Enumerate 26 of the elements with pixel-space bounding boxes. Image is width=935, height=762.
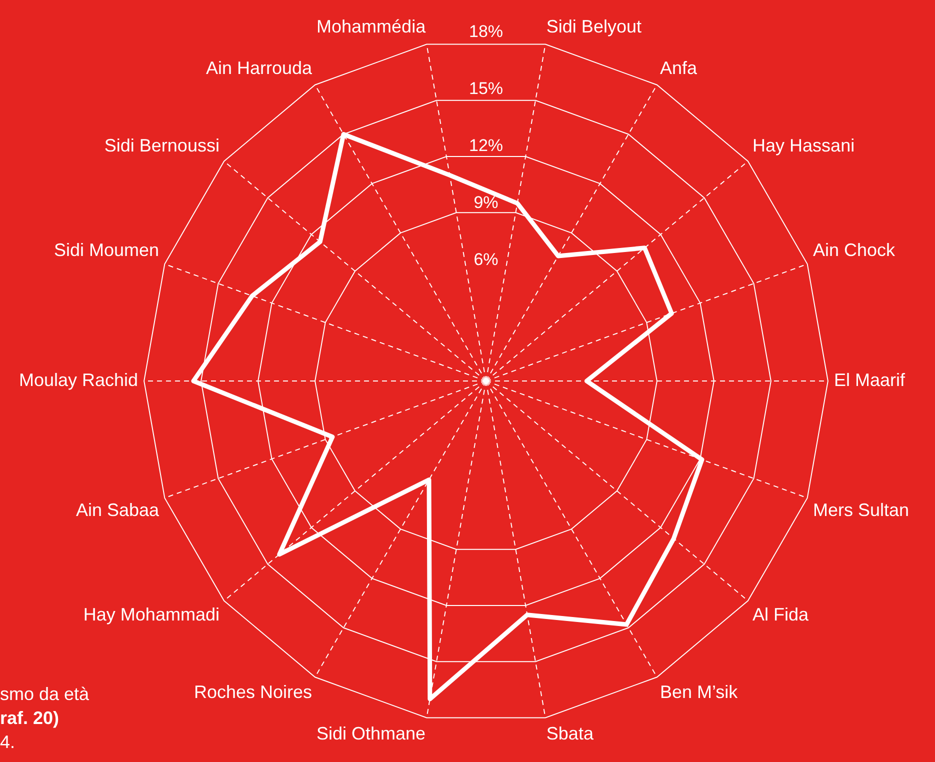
y-tick-label: 6% xyxy=(474,250,498,270)
text: smo da età xyxy=(0,683,90,706)
y-tick-label: 15% xyxy=(468,79,504,98)
text: raf. 20) xyxy=(0,707,60,730)
y-tick-label: 18% xyxy=(468,22,504,42)
spoke-label: Mers Sultan xyxy=(812,500,910,520)
spoke-label: Hay Hassani xyxy=(752,136,855,156)
spoke-label: Ain Harrouda xyxy=(206,58,314,78)
text: 4. xyxy=(0,731,16,754)
spoke-label: Moulay Rachid xyxy=(18,370,138,390)
spoke-label: Al Fida xyxy=(752,604,810,624)
spoke-label: Ain Sabaa xyxy=(76,500,160,520)
spoke-label: Ain Chock xyxy=(812,240,896,260)
y-tick-label: 12% xyxy=(468,136,504,156)
spoke-label: Ben M’sik xyxy=(660,682,739,702)
spoke-label: Anfa xyxy=(660,58,698,78)
spoke-label: Mohammédia xyxy=(316,16,427,37)
y-tick-label: 9% xyxy=(474,193,498,212)
spoke-label: Sidi Moumen xyxy=(54,240,160,260)
spoke-label: Sidi Othmane xyxy=(316,723,426,744)
spoke-label: Sbata xyxy=(546,723,594,744)
spoke-label: Sidi Bernoussi xyxy=(104,136,220,156)
spoke-label: El Maarif xyxy=(834,370,906,390)
spoke-label: Sidi Belyout xyxy=(546,16,642,37)
spoke-label: Roches Noires xyxy=(194,682,312,702)
spoke-label: Hay Mohammadi xyxy=(83,604,220,624)
